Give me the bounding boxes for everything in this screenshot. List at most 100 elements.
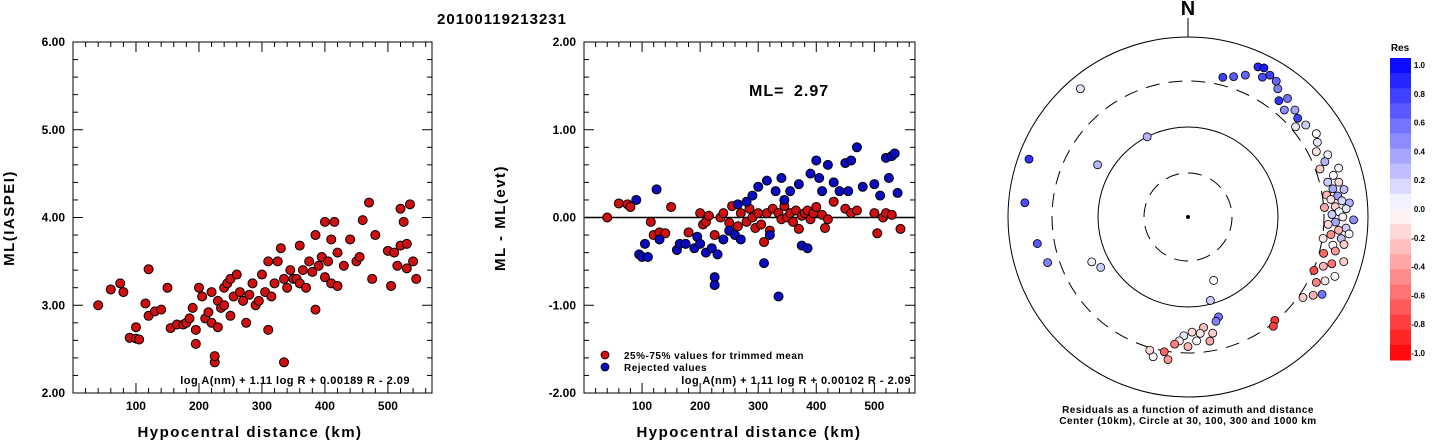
residual-point <box>1337 196 1347 206</box>
data-point <box>857 181 868 192</box>
data-point <box>817 186 828 197</box>
data-point <box>811 201 822 212</box>
y-tick-label: 5.00 <box>42 123 66 137</box>
data-point <box>253 295 264 306</box>
data-point <box>660 228 671 239</box>
x-tick-label: 200 <box>189 399 209 413</box>
middle-x-axis-label: Hypocentral distance (km) <box>636 424 861 441</box>
residual-point <box>1145 345 1155 355</box>
residual-point <box>1087 257 1097 267</box>
data-point <box>190 338 201 349</box>
colorbar-cell <box>1390 329 1411 346</box>
residual-point <box>1218 72 1228 82</box>
data-point <box>319 272 330 283</box>
data-point <box>130 322 141 333</box>
data-point <box>753 208 764 219</box>
data-point <box>162 282 173 293</box>
data-point <box>285 265 296 276</box>
data-point <box>209 351 220 362</box>
residual-point <box>1323 177 1333 187</box>
data-point <box>779 194 790 205</box>
data-point <box>851 205 862 216</box>
data-point <box>846 155 857 166</box>
colorbar-cell <box>1390 163 1411 180</box>
residual-point <box>1020 198 1030 208</box>
y-tick-label: 3.00 <box>42 298 66 312</box>
data-point <box>822 159 833 170</box>
residual-point <box>1312 137 1322 147</box>
colorbar-cell <box>1390 209 1411 225</box>
residual-point <box>1257 72 1267 82</box>
data-point <box>190 324 201 335</box>
data-point <box>741 196 752 207</box>
data-point <box>895 223 906 234</box>
residual-point <box>1311 129 1321 139</box>
residual-point <box>1024 154 1034 164</box>
residual-point <box>1320 157 1330 167</box>
data-point <box>872 228 883 239</box>
data-point <box>735 234 746 245</box>
residual-point <box>1274 96 1284 106</box>
y-tick-label: -2.00 <box>549 386 577 400</box>
data-point <box>93 300 104 311</box>
colorbar-tick-label: -0.4 <box>1411 263 1425 272</box>
x-tick-label: 400 <box>315 399 335 413</box>
data-point <box>869 208 880 219</box>
colorbar-tick-label: 0.4 <box>1414 147 1426 156</box>
data-point <box>225 310 236 321</box>
data-point <box>118 287 129 298</box>
data-point <box>703 210 714 221</box>
data-point <box>834 186 845 197</box>
data-point <box>143 264 154 275</box>
x-tick-label: 100 <box>126 399 146 413</box>
data-point <box>793 179 804 190</box>
data-point <box>851 142 862 153</box>
residual-point <box>1334 163 1344 173</box>
data-point <box>683 227 694 238</box>
colorbar-tick-label: -1.0 <box>1411 349 1425 358</box>
data-point <box>319 216 330 227</box>
left-formula: log A(nm) + 1.11 log R + 0.00189 R - 2.0… <box>180 375 410 387</box>
colorbar-title: Res <box>1391 43 1410 54</box>
north-label: N <box>1181 0 1195 20</box>
residual-point <box>1205 336 1215 346</box>
residual-point <box>1334 225 1344 235</box>
circle-1000km <box>1007 36 1369 398</box>
data-point <box>294 240 305 251</box>
colorbar-tick-label: 0.2 <box>1414 176 1426 185</box>
data-point <box>338 260 349 271</box>
residual-point <box>1308 290 1318 300</box>
residual-point <box>1311 147 1321 157</box>
data-point <box>761 175 772 186</box>
data-point <box>732 221 743 232</box>
data-point <box>263 324 274 335</box>
data-point <box>654 234 665 245</box>
data-point <box>187 302 198 313</box>
colorbar-cell <box>1390 133 1411 150</box>
data-point <box>275 243 286 254</box>
x-tick-label: 200 <box>690 399 710 413</box>
residual-point <box>1259 63 1269 73</box>
residual-point <box>1339 240 1349 249</box>
data-point <box>892 187 903 198</box>
residual-point <box>1283 94 1292 103</box>
residual-point <box>1320 203 1329 212</box>
data-point <box>759 237 770 248</box>
data-point <box>843 186 854 197</box>
residual-point <box>1326 230 1336 239</box>
residual-point <box>1170 339 1180 349</box>
residual-colorbar: Res 1.0 0.8 0.6 0.4 0.2 0.0 -0.2 -0.4 -0.6 -0.8 -1… <box>1390 43 1426 361</box>
residual-point <box>1349 215 1358 225</box>
residual-point <box>1323 219 1333 229</box>
residual-point <box>1271 76 1281 86</box>
residual-point <box>1327 259 1337 269</box>
data-point <box>231 269 242 280</box>
colorbar-cell <box>1390 178 1411 195</box>
ml-value: 2.97 <box>794 83 829 100</box>
y-tick-label: 2.00 <box>553 35 577 49</box>
data-point <box>184 313 195 324</box>
x-tick-label: 400 <box>806 399 826 413</box>
data-point <box>310 304 321 315</box>
polar-caption-line1: Residuals as a function of azimuth and d… <box>1062 405 1314 416</box>
